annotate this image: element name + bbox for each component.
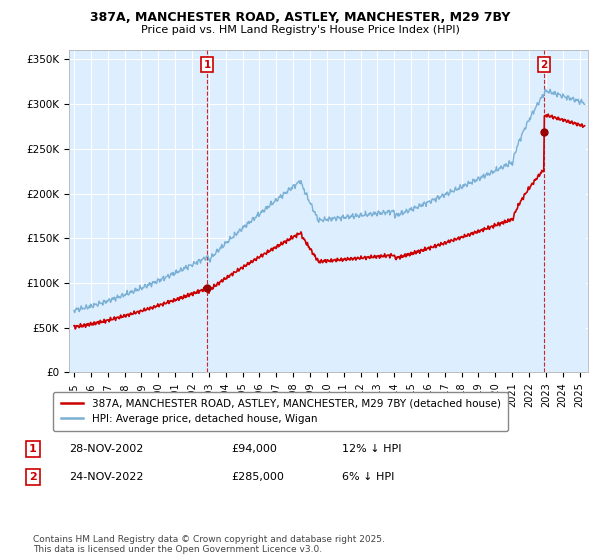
- Text: 28-NOV-2002: 28-NOV-2002: [69, 444, 143, 454]
- Text: 1: 1: [203, 60, 211, 70]
- Text: Contains HM Land Registry data © Crown copyright and database right 2025.
This d: Contains HM Land Registry data © Crown c…: [33, 535, 385, 554]
- Text: 24-NOV-2022: 24-NOV-2022: [69, 472, 143, 482]
- Text: 12% ↓ HPI: 12% ↓ HPI: [342, 444, 401, 454]
- Legend: 387A, MANCHESTER ROAD, ASTLEY, MANCHESTER, M29 7BY (detached house), HPI: Averag: 387A, MANCHESTER ROAD, ASTLEY, MANCHESTE…: [53, 391, 508, 431]
- Text: £94,000: £94,000: [231, 444, 277, 454]
- Text: 2: 2: [541, 60, 548, 70]
- Text: 387A, MANCHESTER ROAD, ASTLEY, MANCHESTER, M29 7BY: 387A, MANCHESTER ROAD, ASTLEY, MANCHESTE…: [90, 11, 510, 24]
- Text: 1: 1: [29, 444, 37, 454]
- Text: 2: 2: [29, 472, 37, 482]
- Text: Price paid vs. HM Land Registry's House Price Index (HPI): Price paid vs. HM Land Registry's House …: [140, 25, 460, 35]
- Text: £285,000: £285,000: [231, 472, 284, 482]
- Text: 6% ↓ HPI: 6% ↓ HPI: [342, 472, 394, 482]
